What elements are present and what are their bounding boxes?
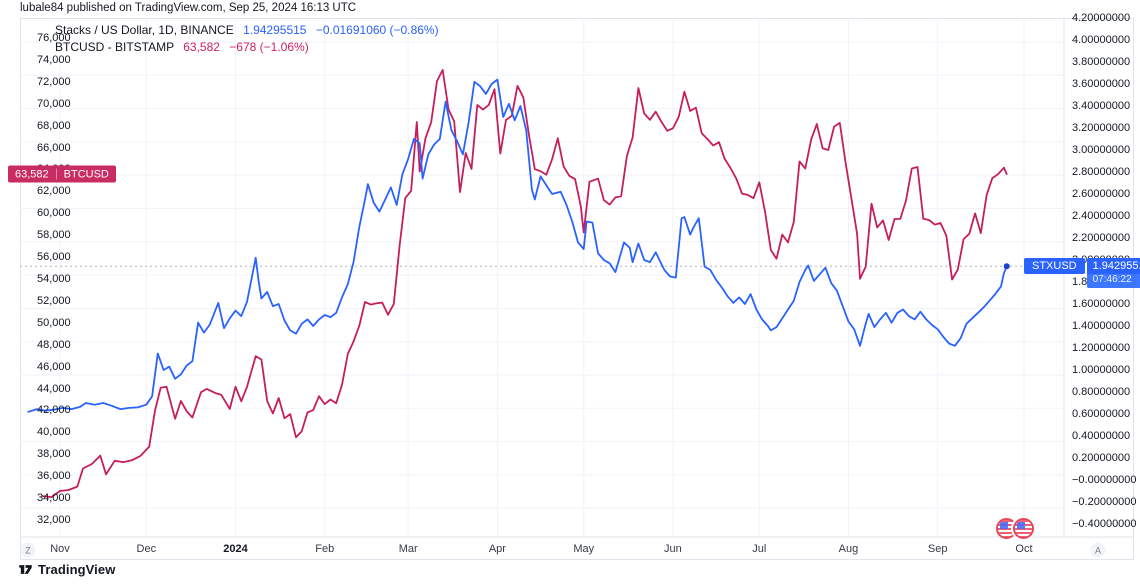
right-axis-tick: −0.00000000 [1072, 474, 1137, 486]
right-axis-tick: −0.20000000 [1072, 496, 1137, 508]
stx-last-point-dot [1003, 263, 1010, 270]
time-axis-label-mar: Mar [398, 543, 418, 555]
flag-canton [1017, 522, 1025, 529]
tradingview-mark-icon [19, 565, 32, 574]
right-axis-tick: 0.20000000 [1072, 452, 1131, 464]
legend-stx-title: Stacks / US Dollar, 1D, BINANCE [55, 23, 234, 37]
right-axis-tick: 2.80000000 [1072, 166, 1131, 178]
right-axis-tick: −0.40000000 [1072, 518, 1137, 530]
left-axis-tick: 62,000 [37, 185, 71, 198]
right-axis-tick: 0.80000000 [1072, 386, 1131, 398]
time-axis-label-2024: 2024 [223, 543, 248, 555]
right-axis-tick: 0.40000000 [1072, 430, 1131, 442]
gridlines [20, 18, 1064, 537]
time-axis-label-dec: Dec [136, 543, 157, 555]
stxusd-line [27, 78, 1008, 413]
stx-badge-countdown: 07:46:22 [1086, 274, 1140, 289]
time-axis-label-jul: Jul [752, 543, 767, 555]
right-axis-tick: 1.20000000 [1072, 342, 1131, 354]
legend-stx-price: 1.94295515 [243, 23, 307, 37]
btcusd-line [41, 69, 1008, 499]
byline: lubale84 published on TradingView.com, S… [20, 2, 357, 14]
time-axis-label-aug: Aug [838, 543, 859, 555]
time-axis-label-may: May [573, 543, 595, 555]
timezone-button: Z [20, 542, 36, 558]
left-axis-tick: 44,000 [37, 382, 71, 395]
left-axis-tick: 76,000 [37, 32, 71, 44]
right-axis-tick: 4.00000000 [1072, 34, 1131, 46]
calendar-event-flags [996, 518, 1036, 541]
time-axis-label-nov: Nov [50, 543, 70, 555]
left-axis-tick: 68,000 [37, 119, 71, 132]
stx-price-badge: STXUSD 1.94295515 07:46:22 [1024, 258, 1140, 289]
left-axis-tick: 60,000 [37, 207, 71, 220]
left-axis-tick: 74,000 [37, 53, 71, 66]
time-axis-label-feb: Feb [315, 543, 335, 555]
left-axis-tick: 52,000 [37, 294, 71, 307]
left-axis-tick: 50,000 [37, 316, 71, 329]
right-axis-tick: 2.60000000 [1072, 188, 1131, 200]
left-axis-tick: 70,000 [37, 97, 71, 110]
left-axis-tick: 58,000 [37, 229, 71, 242]
legend-stx-change: −0.01691060 (−0.86%) [315, 23, 439, 37]
legend-btc-title: BTCUSD - BITSTAMP [55, 40, 174, 54]
stx-badge-symbol: STXUSD [1024, 258, 1085, 275]
time-axis-label-sep: Sep [927, 543, 948, 555]
legend: Stacks / US Dollar, 1D, BINANCE 1.942955… [55, 22, 439, 56]
right-axis-tick: 2.20000000 [1072, 232, 1131, 244]
legend-row-stx: Stacks / US Dollar, 1D, BINANCE 1.942955… [55, 22, 439, 38]
right-axis-tick: 4.20000000 [1072, 12, 1131, 24]
stx-badge-pricebox: 1.94295515 07:46:22 [1086, 258, 1140, 289]
left-axis-tick: 48,000 [37, 338, 71, 351]
right-axis-tick: 3.80000000 [1072, 56, 1131, 68]
time-axis-label-apr: Apr [488, 543, 506, 555]
tradingview-logo-text: TradingView [38, 562, 116, 577]
flag-canton [1000, 522, 1008, 529]
right-axis-tick: 2.40000000 [1072, 210, 1131, 222]
right-axis-tick: 3.00000000 [1072, 144, 1131, 156]
left-axis-tick: 54,000 [37, 273, 71, 285]
left-axis-tick: 66,000 [37, 141, 71, 154]
left-axis-tick: 42,000 [37, 404, 71, 417]
btc-price-badge: 63,582 BTCUSD [8, 165, 116, 183]
us-flag-icon [996, 518, 1017, 539]
right-axis-tick: 3.60000000 [1072, 78, 1131, 90]
left-axis-tick: 46,000 [37, 360, 71, 373]
tradingview-logo[interactable]: TradingView [18, 562, 115, 577]
legend-row-btc: BTCUSD - BITSTAMP 63,582 −678 (−1.06%) [55, 39, 439, 55]
right-axis-tick: 3.40000000 [1072, 100, 1131, 112]
left-axis-tick: 32,000 [37, 514, 71, 526]
right-axis-tick: 1.40000000 [1072, 320, 1131, 332]
left-axis-tick: 72,000 [37, 75, 71, 88]
left-axis-tick: 34,000 [37, 492, 71, 505]
btc-badge-divider [55, 168, 57, 180]
btc-badge-price: 63,582 [15, 168, 49, 181]
btc-badge-symbol: BTCUSD [63, 168, 109, 181]
right-axis-tick: 1.00000000 [1072, 364, 1131, 376]
us-flag-icon [1013, 518, 1034, 539]
left-axis-tick: 38,000 [37, 448, 71, 461]
right-axis-tick: 3.20000000 [1072, 122, 1131, 134]
legend-btc-price: 63,582 [183, 40, 220, 54]
time-axis-label-jun: Jun [664, 543, 682, 555]
right-axis-tick: 0.60000000 [1072, 408, 1131, 420]
left-axis-tick: 36,000 [37, 470, 71, 483]
right-axis-tick: 1.60000000 [1072, 298, 1131, 310]
left-axis-tick: 40,000 [37, 426, 71, 439]
stx-badge-price: 1.94295515 [1092, 260, 1140, 273]
left-axis-tick: 56,000 [37, 251, 71, 264]
legend-btc-change: −678 (−1.06%) [229, 40, 309, 54]
time-axis-label-oct: Oct [1015, 543, 1033, 555]
autoscale-button: A [1090, 542, 1106, 558]
